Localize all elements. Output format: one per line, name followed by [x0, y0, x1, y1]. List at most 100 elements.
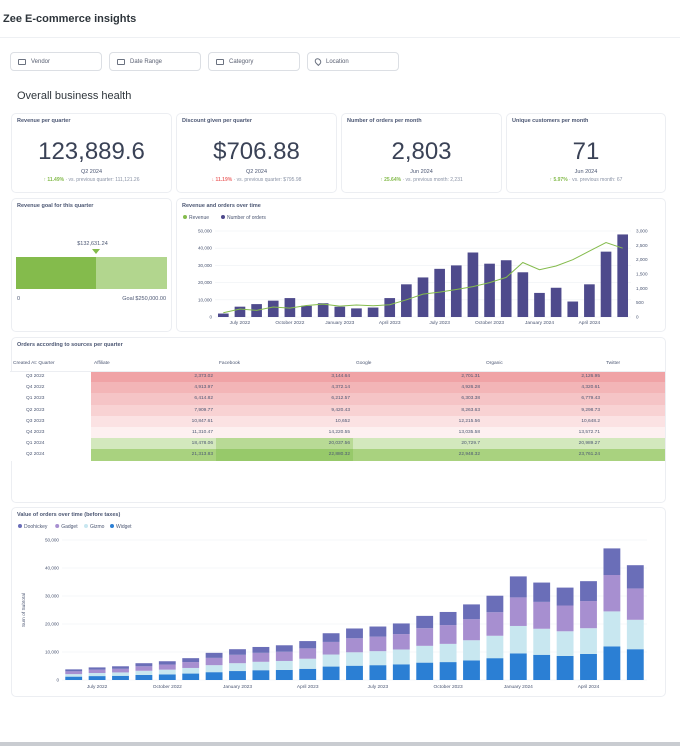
- kpi-card-discount[interactable]: Discount given per quarter $706.88 Q2 20…: [176, 113, 337, 193]
- x-tick: July 2022: [230, 320, 251, 326]
- table-cell: 6,414.82: [91, 393, 216, 405]
- table-cell: 4,926.28: [353, 382, 483, 394]
- kpi-period: Jun 2024: [410, 169, 433, 175]
- table-row-header: Q3 2023: [10, 415, 91, 427]
- legend-dot-orders: [221, 215, 225, 219]
- bar-segment-gadget: [556, 605, 574, 632]
- bar-segment-widget: [626, 649, 644, 680]
- goal-marker: [92, 249, 100, 254]
- kpi-compare-text: vs. previous month: 2,231: [405, 177, 463, 183]
- y-tick: 50,000: [45, 538, 59, 543]
- kpi-card-customers[interactable]: Unique customers per month 71 Jun 2024 ↑…: [506, 113, 666, 193]
- bar-segment-doohickey: [369, 626, 387, 637]
- table-row[interactable]: Q4 2023 11,310.47 14,220.55 13,035.58 13,572…: [10, 426, 665, 439]
- table-header-row: Created At: Quarter Affiliate Facebook G…: [10, 357, 665, 372]
- x-tick: July 2023: [429, 320, 450, 326]
- column-header[interactable]: Facebook: [216, 357, 353, 372]
- kpi-compare-text: vs. previous quarter: $795.98: [236, 177, 302, 183]
- legend-label: Widget: [116, 524, 132, 530]
- bar-segment-gizmo: [158, 669, 176, 675]
- goal-title: Revenue goal for this quarter: [17, 203, 94, 209]
- line-revenue: [223, 241, 623, 314]
- bar-segment-gizmo: [463, 640, 480, 661]
- bar-segment-gadget: [509, 597, 527, 626]
- table-cell: [603, 382, 665, 394]
- kpi-card-orders[interactable]: Number of orders per month 2,803 Jun 202…: [341, 113, 502, 193]
- kpi-change: ↑ 25.64%: [380, 177, 402, 183]
- table-row[interactable]: Q4 2022 4,913.97 4,372.14 4,926.28 4,320.61: [10, 382, 665, 394]
- column-header[interactable]: Created At: Quarter: [10, 357, 91, 372]
- location-filter[interactable]: Location: [307, 52, 399, 71]
- column-header[interactable]: Affiliate: [91, 357, 216, 372]
- bottom-edge: [0, 742, 680, 746]
- bar-orders: [284, 298, 296, 317]
- bar-segment-doohickey: [299, 641, 317, 649]
- legend-label: Gadget: [61, 524, 78, 530]
- bar-segment-gizmo: [299, 658, 317, 669]
- bar-segment-gadget: [626, 588, 644, 620]
- legend-revenue: Revenue: [189, 215, 209, 221]
- vendor-filter[interactable]: Vendor: [10, 52, 102, 71]
- table-cell: 6,212.57: [216, 393, 353, 405]
- bar-orders: [484, 263, 495, 317]
- table-cell: 2,373.02: [91, 371, 216, 383]
- table-row[interactable]: Q2 2023 7,909.77 9,420.43 8,263.63 9,298.73: [10, 404, 665, 416]
- bar-segment-doohickey: [65, 669, 83, 672]
- table-cell: 21,313.83: [91, 449, 216, 461]
- table-cell: 7,909.77: [91, 404, 216, 416]
- app-title: Zee E-commerce insights: [3, 13, 137, 25]
- x-tick: July 2023: [368, 684, 389, 690]
- y-tick-right: 1,500: [636, 272, 648, 277]
- category-filter[interactable]: Category: [208, 52, 300, 71]
- section-title: Overall business health: [17, 90, 132, 102]
- kpi-change: ↑ 11.49%: [43, 177, 65, 183]
- bar-segment-gadget: [486, 612, 504, 636]
- table-cell: 18,478.06: [91, 438, 216, 450]
- table-cell: 6,303.38: [353, 393, 483, 405]
- bar-segment-gizmo: [486, 635, 504, 659]
- bar-segment-doohickey: [392, 623, 410, 635]
- bar-segment-gadget: [229, 654, 246, 664]
- stacked-chart-card[interactable]: Value of orders over time (before taxes)…: [11, 507, 666, 697]
- table-cell: [603, 426, 665, 439]
- bar-segment-gizmo: [556, 631, 574, 656]
- bar-segment-gizmo: [509, 625, 527, 654]
- kpi-change: ↑ 5.97%: [549, 177, 568, 183]
- kpi-compare: ↑ 5.97% · vs. previous month: 67: [549, 177, 623, 183]
- bar-segment-gizmo: [252, 661, 270, 671]
- column-header[interactable]: Google: [353, 357, 483, 372]
- goal-card[interactable]: Revenue goal for this quarter $132,631.2…: [11, 198, 172, 332]
- bar-segment-gadget: [205, 657, 223, 666]
- table-row[interactable]: Q1 2023 6,414.82 6,212.57 6,303.38 6,779.43: [10, 393, 665, 405]
- bar-orders: [500, 260, 512, 317]
- column-header[interactable]: Organic: [483, 357, 603, 372]
- bar-orders: [617, 234, 629, 317]
- table-row[interactable]: Q2 2024 21,313.83 22,880.32 22,948.32 23,761…: [10, 449, 665, 461]
- kpi-card-revenue[interactable]: Revenue per quarter 123,889.6 Q2 2024 ↑ …: [11, 113, 172, 193]
- table-cell: 4,320.61: [483, 382, 603, 394]
- bar-segment-widget: [463, 660, 480, 680]
- legend-dot: [110, 524, 114, 528]
- bar-orders: [234, 306, 246, 317]
- column-header[interactable]: Twitter: [603, 357, 665, 372]
- bar-segment-doohickey: [322, 633, 340, 642]
- table-row[interactable]: Q3 2022 2,373.02 3,144.64 2,701.31 2,126.95: [10, 371, 665, 383]
- bar-orders: [301, 305, 312, 317]
- bar-segment-gadget: [603, 575, 621, 612]
- table-cell: [603, 371, 665, 383]
- bar-segment-gizmo: [439, 643, 457, 663]
- bar-orders: [267, 300, 279, 317]
- table-row[interactable]: Q3 2023 10,847.61 10,652 12,215.56 10,648.2: [10, 415, 665, 427]
- x-tick: January 2023: [223, 684, 252, 690]
- kpi-period: Q2 2024: [245, 169, 268, 175]
- table-row[interactable]: Q1 2024 18,478.06 20,037.56 20,729.7 20,989.…: [10, 438, 665, 450]
- date-range-filter[interactable]: Date Range: [109, 52, 201, 71]
- combo-chart-card[interactable]: Revenue and orders over time Revenue Num…: [176, 198, 666, 332]
- kpi-title: Revenue per quarter: [17, 118, 71, 124]
- legend-label: Doohickey: [24, 524, 48, 530]
- bar-segment-doohickey: [346, 628, 363, 639]
- legend-dot-revenue: [183, 215, 187, 219]
- y-tick-left: 10,000: [198, 297, 212, 302]
- bar-orders: [367, 307, 379, 317]
- bar-segment-doohickey: [205, 652, 223, 658]
